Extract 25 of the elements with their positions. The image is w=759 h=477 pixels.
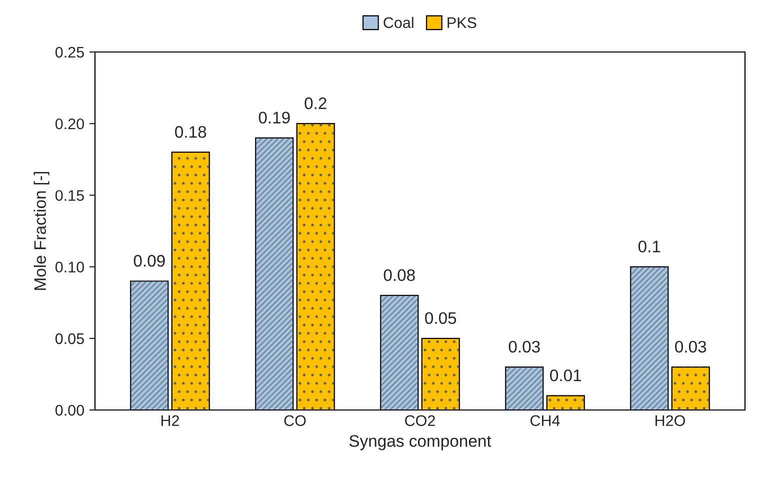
x-tick-label: CH4: [530, 415, 560, 426]
data-label: 0.03: [508, 340, 540, 353]
y-tick-label: 0.20: [55, 118, 84, 130]
legend-label: Coal: [384, 16, 414, 28]
y-tick-label: 0.00: [55, 404, 84, 416]
legend-label: PKS: [448, 17, 476, 28]
y-axis-title: Mole Fraction [-]: [34, 172, 50, 290]
y-tick-label: 0.10: [55, 262, 84, 272]
data-label: 0.08: [384, 269, 415, 282]
y-tick-label: 0.05: [55, 333, 84, 344]
x-tick-label: H2: [161, 415, 179, 426]
x-tick-label: H2O: [656, 415, 685, 426]
y-tick-label: 0.15: [55, 190, 84, 201]
y-tick-label: 0.25: [55, 46, 84, 58]
data-label: 0.01: [550, 369, 582, 382]
data-label: 0.2: [304, 97, 326, 110]
x-tick-label: CO: [284, 415, 306, 426]
data-label: 0.03: [675, 340, 706, 353]
x-axis-title: Syngas component: [349, 435, 492, 450]
x-tick-label: CO2: [405, 415, 435, 426]
data-label: 0.18: [175, 126, 206, 138]
data-label: 0.05: [425, 312, 456, 324]
data-label: 0.19: [258, 112, 290, 124]
data-label: 0.1: [638, 240, 660, 252]
data-label: 0.09: [134, 254, 165, 267]
